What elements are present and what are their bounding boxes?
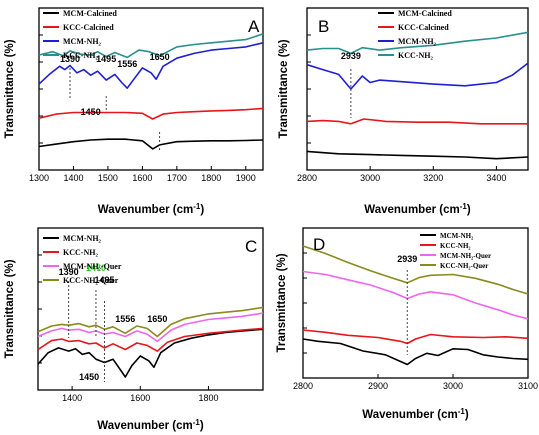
- legend-label-mcm-nh2-quer: MCM-NH₂-Quer: [440, 252, 491, 260]
- peak-label-1556: 1556: [117, 59, 137, 69]
- peak-label-1390: 1390: [60, 54, 80, 64]
- x-tick-label: 1800: [198, 393, 218, 403]
- x-tick-label: 1300: [29, 173, 49, 183]
- legend-label-kcc-nh2-quer: KCC-NH₂-Quer: [440, 262, 488, 270]
- peak-label-2939: 2939: [397, 254, 417, 264]
- peak-label-1450: 1450: [79, 372, 99, 382]
- series-line-mcm-nh2: [302, 338, 529, 366]
- peak-label-2939: 2939: [341, 51, 361, 61]
- legend-label-mcm-calcined: MCM-Calcined: [63, 9, 117, 18]
- legend-label-kcc-nh2: KCC-NH₂: [63, 248, 98, 257]
- legend-label-mcm-nh2: MCM-NH₂: [63, 37, 102, 46]
- peak-label-1495: 1495: [96, 54, 116, 64]
- x-axis-label: Wavenumber (cm-1): [97, 418, 204, 432]
- legend-label-kcc-calcined: KCC-Calcined: [398, 23, 449, 32]
- peak-label-1470: 1470: [86, 263, 106, 273]
- series-line-mcm-nh2: [38, 42, 264, 89]
- legend-label-mcm-nh2-quer: MCM-NH₂-Quer: [63, 262, 122, 271]
- peak-label-1650: 1650: [150, 52, 170, 62]
- x-tick-label: 3100: [518, 381, 538, 391]
- x-axis-label: Wavenumber (cm-1): [98, 202, 205, 216]
- legend-label-kcc-nh2: KCC-NH₂: [440, 242, 471, 250]
- legend-label-kcc-nh2: KCC-NH₂: [63, 51, 98, 60]
- x-tick-label: 1900: [236, 173, 256, 183]
- legend-label-mcm-nh2: MCM-NH₂: [63, 234, 102, 243]
- series-line-kcc-nh2-quer: [302, 245, 529, 295]
- x-tick-label: 3400: [486, 173, 506, 183]
- x-tick-label: 1400: [62, 393, 82, 403]
- series-line-kcc-nh2: [37, 327, 264, 352]
- y-axis-label: Transmittance (%): [4, 39, 16, 138]
- x-tick-label: 3000: [360, 173, 380, 183]
- peak-label-1650: 1650: [147, 314, 167, 324]
- legend-label-mcm-nh2: MCM-NH₂: [440, 232, 473, 240]
- peak-label-1556: 1556: [115, 314, 135, 324]
- y-axis-label: Transmittance (%): [278, 39, 290, 138]
- series-line-mcm-nh2-quer: [302, 270, 529, 320]
- x-tick-label: 2900: [368, 381, 388, 391]
- series-line-mcm-nh2: [37, 328, 264, 378]
- series-line-kcc-nh2: [302, 329, 529, 345]
- peak-label-1450: 1450: [81, 107, 101, 117]
- x-tick-label: 1800: [201, 173, 221, 183]
- x-axis-label: Wavenumber (cm-1): [364, 202, 471, 216]
- legend-label-mcm-calcined: MCM-Calcined: [398, 9, 452, 18]
- x-tick-label: 3200: [423, 173, 443, 183]
- panel-label: B: [318, 17, 329, 36]
- plot-frame: [306, 7, 529, 171]
- panel-a: 1300 1400 1500 1600 1700 1800 1900 1390 1495 1556…: [4, 7, 264, 216]
- x-tick-label: 2800: [293, 381, 313, 391]
- x-axis-label: Wavenumber (cm-1): [362, 407, 469, 421]
- x-tick-label: 1400: [63, 173, 83, 183]
- panel-label: D: [313, 235, 325, 254]
- legend-label-kcc-nh2-quer: KCC-NH₂-Quer: [63, 276, 119, 285]
- peak-label-1390: 1390: [59, 267, 79, 277]
- series-line-kcc-calcined: [306, 118, 528, 125]
- panel-label: A: [248, 17, 260, 36]
- legend-label-mcm-nh2: MCM-NH₂: [398, 37, 437, 46]
- y-axis-label: Transmittance (%): [4, 259, 16, 358]
- plot-frame: [302, 227, 529, 379]
- panel-b: 2800 3000 3200 3400 2939 MCM-Calcined KCC-Calc…: [278, 7, 529, 216]
- legend-label-kcc-calcined: KCC-Calcined: [63, 23, 114, 32]
- series-line-kcc-nh2: [38, 33, 264, 59]
- x-tick-label: 2800: [297, 173, 317, 183]
- legend-label-kcc-nh2: KCC-NH₂: [398, 51, 433, 60]
- series-line-mcm-nh2: [306, 62, 529, 90]
- panel-c: 1400 1600 1800 1390 1470 1495 1556 1650 1450 MCM-…: [4, 227, 264, 432]
- x-tick-label: 1500: [98, 173, 118, 183]
- series-line-kcc-nh2: [306, 31, 529, 55]
- series-line-mcm-calcined: [306, 150, 529, 160]
- peak-label-1495: 1495: [94, 275, 114, 285]
- x-tick-label: 1600: [130, 393, 150, 403]
- series-line-kcc-calcined: [38, 107, 264, 120]
- plot-frame: [38, 7, 264, 171]
- panel-label: C: [245, 237, 257, 256]
- x-tick-label: 1600: [132, 173, 152, 183]
- y-axis-label: Transmittance (%): [276, 253, 288, 352]
- x-tick-label: 3000: [443, 381, 463, 391]
- panel-d: 2800 2900 3000 3100 2939 MCM-NH₂ KCC-NH₂ MCM-NH…: [276, 227, 538, 421]
- x-tick-label: 1700: [167, 173, 187, 183]
- series-line-mcm-calcined: [38, 138, 264, 150]
